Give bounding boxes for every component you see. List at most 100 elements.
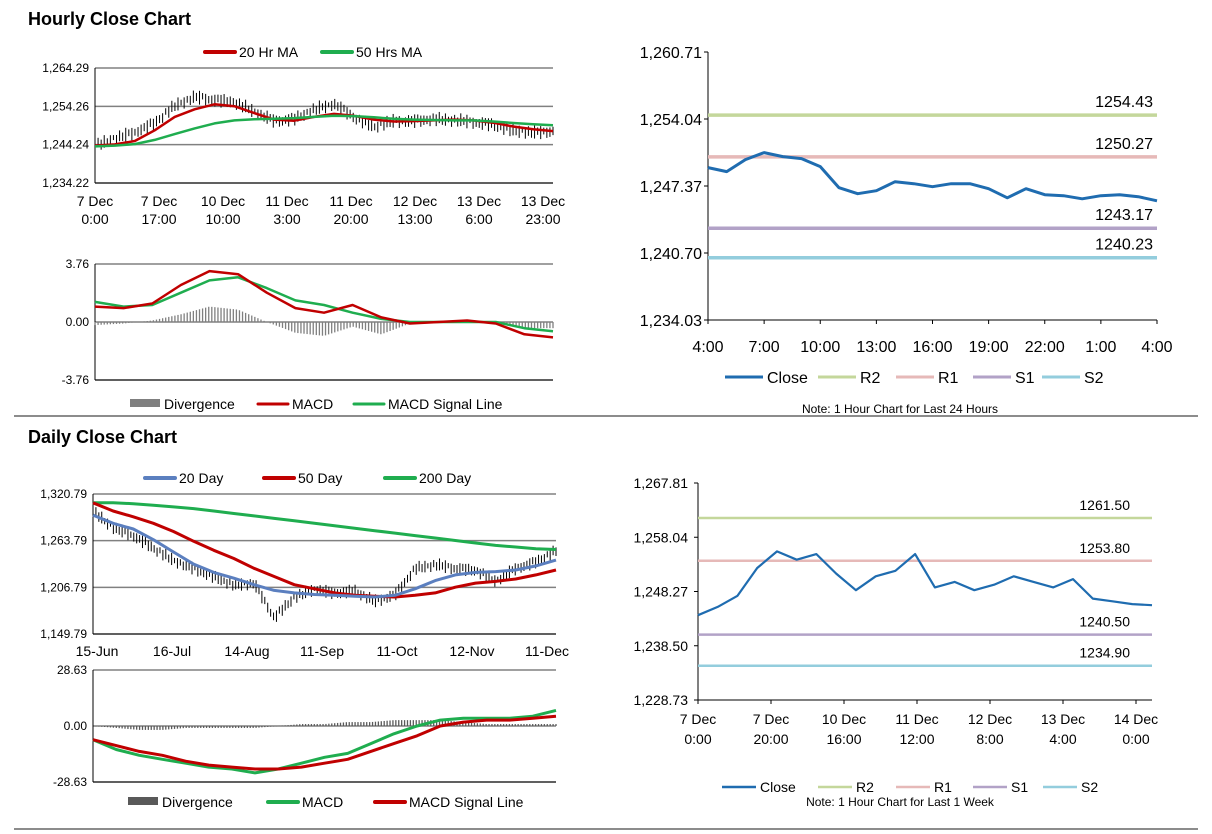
daily-legend-signal-label: MACD Signal Line — [409, 794, 524, 810]
hourly-levels-chart: 1,260.71 1,254.04 1,247.37 1,240.70 1,234.03… — [640, 45, 1173, 416]
hourly-levels-xtick-label: 4:00 — [1141, 339, 1172, 356]
hourly-levels-xtick-label: 19:00 — [969, 339, 1009, 356]
daily-ma50-line — [92, 501, 557, 599]
hourly-levels-note: Note: 1 Hour Chart for Last 24 Hours — [802, 402, 998, 416]
daily-levels-xtick-label: 4:00 — [1049, 731, 1076, 747]
daily-levels-ytick-label: 1,238.50 — [634, 638, 689, 654]
hourly-legend-divergence-swatch — [130, 399, 160, 407]
hourly-legend-ma20-label: 20 Hr MA — [239, 44, 299, 60]
daily-levels-xtick-label: 12:00 — [899, 731, 934, 747]
daily-price-xtick-label: 11-Oct — [377, 643, 418, 659]
section-divider — [14, 415, 1198, 417]
hourly-price-xtick-label: 10:00 — [205, 211, 240, 227]
daily-level-s2-label: 1234.90 — [1079, 645, 1130, 661]
daily-levels-ytick-label: 1,228.73 — [634, 692, 689, 708]
hourly-levels-ytick-label: 1,260.71 — [640, 45, 702, 62]
daily-price-ytick-label: 1,320.79 — [40, 487, 87, 501]
hourly-levels-ytick-label: 1,254.04 — [640, 112, 702, 129]
daily-level-r1-label: 1253.80 — [1079, 540, 1130, 556]
hourly-levels-ytick-label: 1,240.70 — [640, 246, 702, 263]
daily-price-xtick-label: 14-Aug — [224, 643, 269, 659]
hourly-close-line — [707, 151, 1158, 203]
daily-price-xtick-label: 15-Jun — [76, 643, 119, 659]
hourly-levels-ytick-label: 1,247.37 — [640, 179, 702, 196]
daily-price-xtick-label: 12-Nov — [449, 643, 494, 659]
daily-macd-line — [92, 708, 557, 775]
daily-levels-xtick-label: 10 Dec — [822, 711, 866, 727]
daily-level-r2-label: 1261.50 — [1079, 497, 1130, 513]
daily-ma20-line — [92, 513, 557, 599]
hourly-price-xtick-label: 20:00 — [333, 211, 368, 227]
daily-levels-xtick-label: 14 Dec — [1114, 711, 1158, 727]
hourly-legend-ma50-label: 50 Hrs MA — [356, 44, 423, 60]
hourly-level-r1-label: 1250.27 — [1095, 136, 1153, 153]
hourly-macd-chart: 3.76 0.00 -3.76 Divergence MACD MACD Signal L… — [62, 257, 554, 412]
daily-signal-line — [92, 714, 557, 771]
daily-levels-legend-r2-label: R2 — [856, 779, 874, 795]
daily-levels-xtick-label: 12 Dec — [968, 711, 1012, 727]
hourly-price-ytick-label: 1,264.29 — [42, 61, 89, 75]
daily-levels-xtick-label: 7 Dec — [753, 711, 790, 727]
hourly-price-xtick-label: 11 Dec — [329, 193, 372, 209]
hourly-macd-line — [94, 269, 554, 339]
daily-price-chart: 1,320.79 1,263.79 1,206.79 1,149.79 15-Jun 16… — [40, 470, 569, 659]
daily-levels-xtick-label: 20:00 — [753, 731, 788, 747]
hourly-legend-signal-label: MACD Signal Line — [388, 396, 503, 412]
daily-macd-ytick-label: 0.00 — [64, 719, 88, 733]
daily-price-xtick-label: 11-Sep — [300, 643, 344, 659]
daily-macd-chart: 28.63 0.00 -28.63 Divergence MACD MACD Signal… — [53, 663, 557, 810]
bottom-divider — [14, 828, 1198, 830]
hourly-levels-ytick-label: 1,234.03 — [640, 313, 702, 330]
hourly-levels-legend-r2-label: R2 — [860, 370, 881, 387]
hourly-level-s1-label: 1243.17 — [1095, 207, 1153, 224]
hourly-legend-macd-label: MACD — [292, 396, 333, 412]
hourly-price-xtick-label: 13 Dec — [521, 193, 565, 209]
daily-levels-ytick-label: 1,267.81 — [634, 475, 689, 491]
hourly-level-s2-label: 1240.23 — [1095, 237, 1153, 254]
hourly-price-xtick-label: 23:00 — [525, 211, 560, 227]
hourly-levels-legend-s1-label: S1 — [1015, 370, 1035, 387]
hourly-levels-xtick-label: 16:00 — [912, 339, 952, 356]
hourly-macd-ytick-label: -3.76 — [62, 373, 90, 387]
daily-legend-200day-label: 200 Day — [419, 470, 471, 486]
hourly-price-chart: 1,264.29 1,254.26 1,244.24 1,234.22 7 Dec 0:0… — [42, 44, 565, 227]
hourly-price-xtick-label: 12 Dec — [393, 193, 437, 209]
hourly-price-xtick-label: 10 Dec — [201, 193, 245, 209]
hourly-price-xtick-label: 11 Dec — [265, 193, 308, 209]
daily-levels-legend-s1-label: S1 — [1011, 779, 1028, 795]
hourly-price-xtick-label: 17:00 — [141, 211, 176, 227]
hourly-levels-xtick-label: 13:00 — [856, 339, 896, 356]
daily-levels-xtick-label: 8:00 — [976, 731, 1003, 747]
daily-macd-ytick-label: 28.63 — [57, 663, 87, 677]
daily-levels-ytick-label: 1,258.04 — [634, 529, 689, 545]
daily-levels-xtick-label: 0:00 — [1122, 731, 1149, 747]
hourly-level-r2-label: 1254.43 — [1095, 94, 1153, 111]
hourly-levels-xtick-label: 4:00 — [692, 339, 723, 356]
daily-legend-divergence-label: Divergence — [162, 794, 233, 810]
daily-levels-xtick-label: 11 Dec — [895, 711, 938, 727]
hourly-levels-legend-r1-label: R1 — [938, 370, 959, 387]
daily-legend-divergence-swatch — [128, 797, 158, 805]
daily-level-s1-label: 1240.50 — [1079, 614, 1130, 630]
hourly-price-xtick-label: 7 Dec — [141, 193, 178, 209]
daily-legend-50day-label: 50 Day — [298, 470, 342, 486]
hourly-levels-xtick-label: 22:00 — [1025, 339, 1065, 356]
daily-levels-chart: 1,267.81 1,258.04 1,248.27 1,238.50 1,228.73… — [634, 475, 1159, 809]
daily-levels-ytick-label: 1,248.27 — [634, 584, 689, 600]
hourly-price-ytick-label: 1,254.26 — [42, 99, 89, 113]
daily-levels-xtick-label: 16:00 — [826, 731, 861, 747]
daily-price-xtick-label: 16-Jul — [153, 643, 191, 659]
hourly-macd-ytick-label: 3.76 — [66, 257, 90, 271]
hourly-legend-divergence-label: Divergence — [164, 396, 235, 412]
hourly-ma50-line — [94, 114, 554, 148]
daily-price-ytick-label: 1,206.79 — [40, 580, 87, 594]
daily-close-line — [697, 550, 1153, 617]
daily-macd-ytick-label: -28.63 — [53, 775, 87, 789]
hourly-price-xtick-label: 0:00 — [81, 211, 108, 227]
daily-price-xtick-label: 11-Dec — [525, 643, 569, 659]
hourly-price-ytick-label: 1,244.24 — [42, 138, 89, 152]
daily-price-ytick-label: 1,149.79 — [40, 627, 87, 641]
daily-levels-note: Note: 1 Hour Chart for Last 1 Week — [806, 795, 995, 809]
hourly-levels-xtick-label: 1:00 — [1085, 339, 1116, 356]
